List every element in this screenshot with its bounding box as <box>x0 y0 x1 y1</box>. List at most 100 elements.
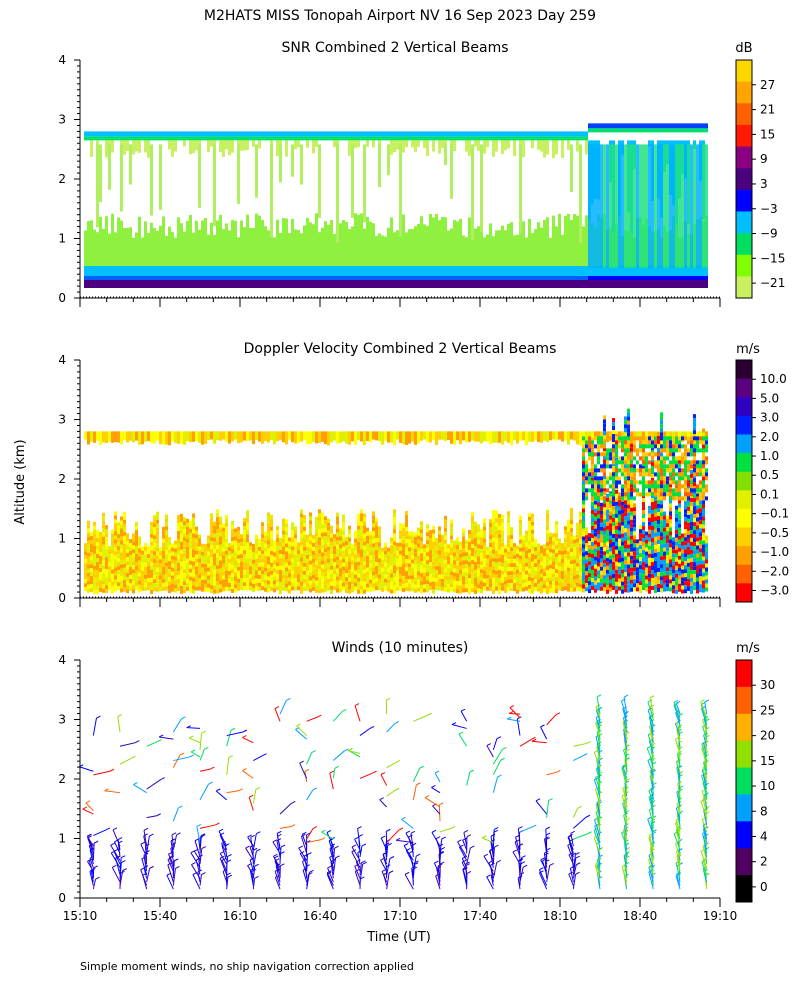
doppler-cell <box>207 563 210 568</box>
doppler-cell <box>276 546 279 551</box>
doppler-cell <box>318 569 321 574</box>
doppler-cell <box>303 431 306 441</box>
doppler-cell <box>108 550 111 555</box>
doppler-cell <box>582 460 585 465</box>
snr-cell <box>384 280 387 288</box>
doppler-cell <box>102 548 105 553</box>
snr-cell <box>114 266 117 276</box>
snr-cell <box>312 280 315 288</box>
doppler-cell <box>93 537 96 542</box>
doppler-cell <box>498 545 501 550</box>
snr-cell <box>471 223 474 268</box>
doppler-cell <box>189 580 192 585</box>
colorbar-swatch <box>736 254 752 277</box>
snr-cell <box>681 266 684 276</box>
colorbar-label: 9 <box>760 152 768 166</box>
doppler-cell <box>624 464 627 469</box>
doppler-cell <box>477 528 480 533</box>
doppler-cell <box>471 556 474 561</box>
doppler-cell <box>468 581 471 586</box>
doppler-cell <box>423 431 426 440</box>
snr-cell <box>432 131 435 137</box>
doppler-cell <box>219 568 222 573</box>
doppler-cell <box>300 525 303 530</box>
doppler-cell <box>366 575 369 580</box>
snr-cell <box>342 280 345 288</box>
doppler-cell <box>207 559 210 564</box>
snr-cell <box>258 131 261 137</box>
doppler-cell <box>606 448 609 453</box>
doppler-cell <box>348 589 351 594</box>
doppler-cell <box>87 580 90 585</box>
doppler-cell <box>165 538 168 543</box>
doppler-cell <box>489 571 492 576</box>
doppler-cell <box>450 587 453 592</box>
doppler-cell <box>561 547 564 552</box>
doppler-cell <box>231 560 234 565</box>
snr-cell <box>324 266 327 276</box>
doppler-cell <box>429 550 432 555</box>
doppler-cell <box>597 468 600 473</box>
doppler-cell <box>255 542 258 547</box>
doppler-cell <box>102 556 105 561</box>
doppler-cell <box>114 579 117 584</box>
doppler-cell <box>603 567 606 572</box>
snr-cell <box>186 220 189 268</box>
doppler-cell <box>171 543 174 548</box>
doppler-cell <box>255 574 258 579</box>
doppler-cell <box>129 587 132 592</box>
doppler-cell <box>441 558 444 563</box>
doppler-cell <box>591 514 594 519</box>
doppler-cell <box>561 555 564 560</box>
doppler-cell <box>363 557 366 562</box>
snr-cell <box>633 266 636 276</box>
doppler-cell <box>114 543 117 548</box>
doppler-cell <box>135 534 138 539</box>
doppler-cell <box>609 492 612 497</box>
doppler-cell <box>621 444 624 449</box>
doppler-cell <box>267 512 270 517</box>
snr-cell <box>537 136 540 141</box>
doppler-cell <box>225 582 228 587</box>
snr-cell <box>306 136 309 141</box>
doppler-cell <box>546 581 549 586</box>
doppler-cell <box>402 556 405 561</box>
doppler-cell <box>606 493 609 498</box>
doppler-cell <box>489 519 492 524</box>
snr-cell <box>636 280 639 288</box>
doppler-cell <box>210 541 213 546</box>
doppler-cell <box>246 518 249 523</box>
snr-cell <box>585 280 588 288</box>
doppler-cell <box>252 547 255 552</box>
doppler-cell <box>273 556 276 561</box>
snr-cell <box>387 144 390 176</box>
snr-cell <box>393 140 396 153</box>
snr-cell <box>126 131 129 137</box>
snr-cell <box>618 266 621 276</box>
colorbar-label: 15 <box>760 127 775 141</box>
doppler-cell <box>213 537 216 542</box>
doppler-cell <box>576 582 579 587</box>
doppler-cell <box>138 588 141 593</box>
doppler-cell <box>459 549 462 554</box>
snr-cell <box>216 220 219 268</box>
doppler-cell <box>84 579 87 584</box>
doppler-cell <box>189 588 192 593</box>
doppler-cell <box>591 586 594 591</box>
doppler-cell <box>168 585 171 590</box>
doppler-cell <box>456 569 459 574</box>
doppler-cell <box>516 585 519 590</box>
doppler-cell <box>282 578 285 583</box>
doppler-cell <box>300 533 303 538</box>
doppler-cell <box>180 569 183 574</box>
doppler-cell <box>243 542 246 547</box>
doppler-cell <box>321 552 324 557</box>
doppler-cell <box>609 503 612 508</box>
snr-cell <box>696 266 699 276</box>
doppler-cell <box>321 528 324 533</box>
doppler-cell <box>486 578 489 583</box>
doppler-cell <box>198 586 201 591</box>
doppler-cell <box>615 468 618 473</box>
doppler-cell <box>597 578 600 583</box>
doppler-cell <box>123 519 126 524</box>
